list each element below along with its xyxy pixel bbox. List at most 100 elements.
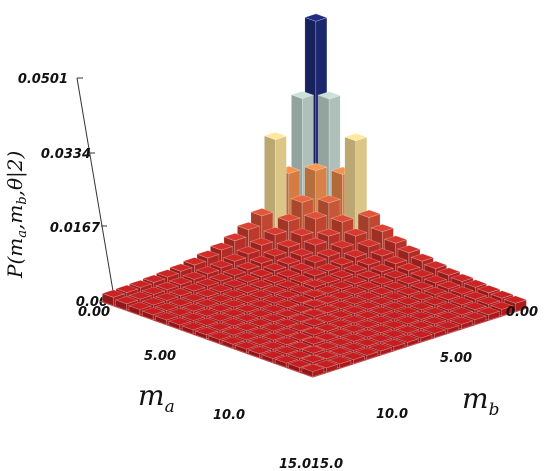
bar-top bbox=[396, 297, 421, 306]
bar-top bbox=[262, 274, 287, 284]
bar-top bbox=[302, 289, 327, 298]
bar-top bbox=[356, 281, 381, 290]
bar-top bbox=[274, 346, 299, 355]
bar-top bbox=[314, 341, 339, 350]
z-axis-title: P(ma,mb,θ|2) bbox=[3, 151, 30, 279]
bar-top bbox=[396, 275, 421, 285]
bar-top bbox=[249, 255, 274, 264]
bar-top bbox=[128, 279, 153, 288]
bar-top bbox=[317, 195, 341, 204]
bar-top bbox=[248, 309, 273, 318]
bar-top bbox=[329, 291, 354, 300]
bar-top bbox=[370, 263, 394, 273]
bar-top bbox=[328, 337, 353, 346]
bar-top bbox=[315, 314, 340, 323]
bar-top bbox=[450, 273, 475, 282]
bar-top bbox=[301, 345, 326, 354]
bar-top bbox=[410, 253, 435, 262]
bar-top bbox=[449, 297, 474, 306]
bar-top bbox=[316, 285, 340, 294]
bar-top bbox=[261, 314, 286, 323]
bar bbox=[276, 269, 301, 286]
bar-top bbox=[423, 297, 447, 306]
bar-top bbox=[289, 285, 314, 294]
bar-top bbox=[409, 311, 434, 320]
bar-top bbox=[168, 263, 193, 272]
bar-top bbox=[222, 289, 247, 298]
bar-top bbox=[248, 327, 273, 336]
bar-top bbox=[315, 323, 340, 332]
bar-top bbox=[114, 295, 139, 305]
bar-top bbox=[463, 302, 488, 311]
bar-top bbox=[221, 299, 246, 308]
bar-top bbox=[341, 351, 366, 361]
z-axis-line bbox=[76, 77, 115, 298]
bar-top bbox=[128, 301, 152, 310]
bar-top bbox=[316, 248, 341, 257]
bar-top bbox=[382, 320, 407, 329]
bar-top bbox=[290, 90, 315, 99]
bar-top bbox=[195, 298, 220, 308]
bar-top bbox=[382, 311, 407, 320]
bar-top bbox=[302, 299, 327, 308]
bar-top bbox=[263, 248, 287, 257]
bar-top bbox=[181, 322, 206, 331]
bar-top bbox=[423, 260, 448, 269]
bar-top bbox=[342, 286, 367, 295]
bar-top bbox=[262, 304, 286, 313]
bar-top bbox=[343, 276, 367, 285]
bar-top bbox=[181, 293, 206, 302]
bar-top bbox=[316, 275, 341, 284]
bar-top bbox=[435, 321, 460, 330]
bar-top bbox=[128, 291, 153, 300]
bar-top bbox=[222, 253, 247, 262]
bar-top bbox=[370, 223, 395, 233]
bar-top bbox=[342, 324, 366, 333]
bar-top bbox=[194, 326, 219, 336]
bar-top bbox=[396, 262, 421, 272]
bar-top bbox=[288, 341, 312, 350]
bar-top bbox=[289, 248, 314, 257]
bar-top bbox=[462, 311, 487, 321]
z-tick-label: 0.0334 bbox=[41, 147, 91, 162]
bar-top bbox=[209, 260, 234, 269]
bar-top bbox=[408, 330, 433, 339]
bar-top bbox=[167, 317, 192, 326]
bar-top bbox=[355, 320, 380, 329]
bar-top bbox=[208, 313, 233, 322]
bar-top bbox=[409, 281, 434, 290]
bar-top bbox=[436, 267, 461, 276]
bar-top bbox=[343, 133, 368, 142]
bar-top bbox=[289, 295, 313, 304]
bar-top bbox=[343, 249, 368, 258]
bar-top bbox=[409, 292, 434, 301]
bar-top bbox=[235, 313, 259, 322]
bar-top bbox=[168, 287, 193, 297]
bar-top bbox=[289, 262, 314, 271]
bar-top bbox=[355, 310, 380, 320]
bar-top bbox=[235, 274, 260, 283]
bar-top bbox=[315, 295, 340, 304]
bar-top bbox=[382, 292, 407, 301]
ma-tick-label: 5.00 bbox=[144, 349, 176, 364]
bar-top bbox=[249, 268, 274, 278]
bar-top bbox=[261, 350, 285, 359]
bar-top bbox=[263, 131, 288, 141]
bar-top bbox=[301, 318, 326, 327]
bar-top bbox=[261, 332, 286, 341]
bar-top bbox=[287, 359, 312, 368]
bar-top bbox=[181, 312, 206, 321]
mb-tick-label: 5.00 bbox=[440, 351, 472, 366]
bar bbox=[462, 311, 487, 326]
bar-top bbox=[222, 279, 247, 288]
bar-top bbox=[168, 298, 193, 307]
bar-top bbox=[141, 297, 166, 306]
bar-top bbox=[356, 270, 381, 279]
bar-top bbox=[356, 257, 381, 266]
bar-top bbox=[194, 317, 219, 326]
bar-top bbox=[341, 342, 366, 351]
bar-top bbox=[276, 239, 301, 248]
bar-top bbox=[368, 324, 393, 334]
bar-top bbox=[303, 237, 328, 246]
